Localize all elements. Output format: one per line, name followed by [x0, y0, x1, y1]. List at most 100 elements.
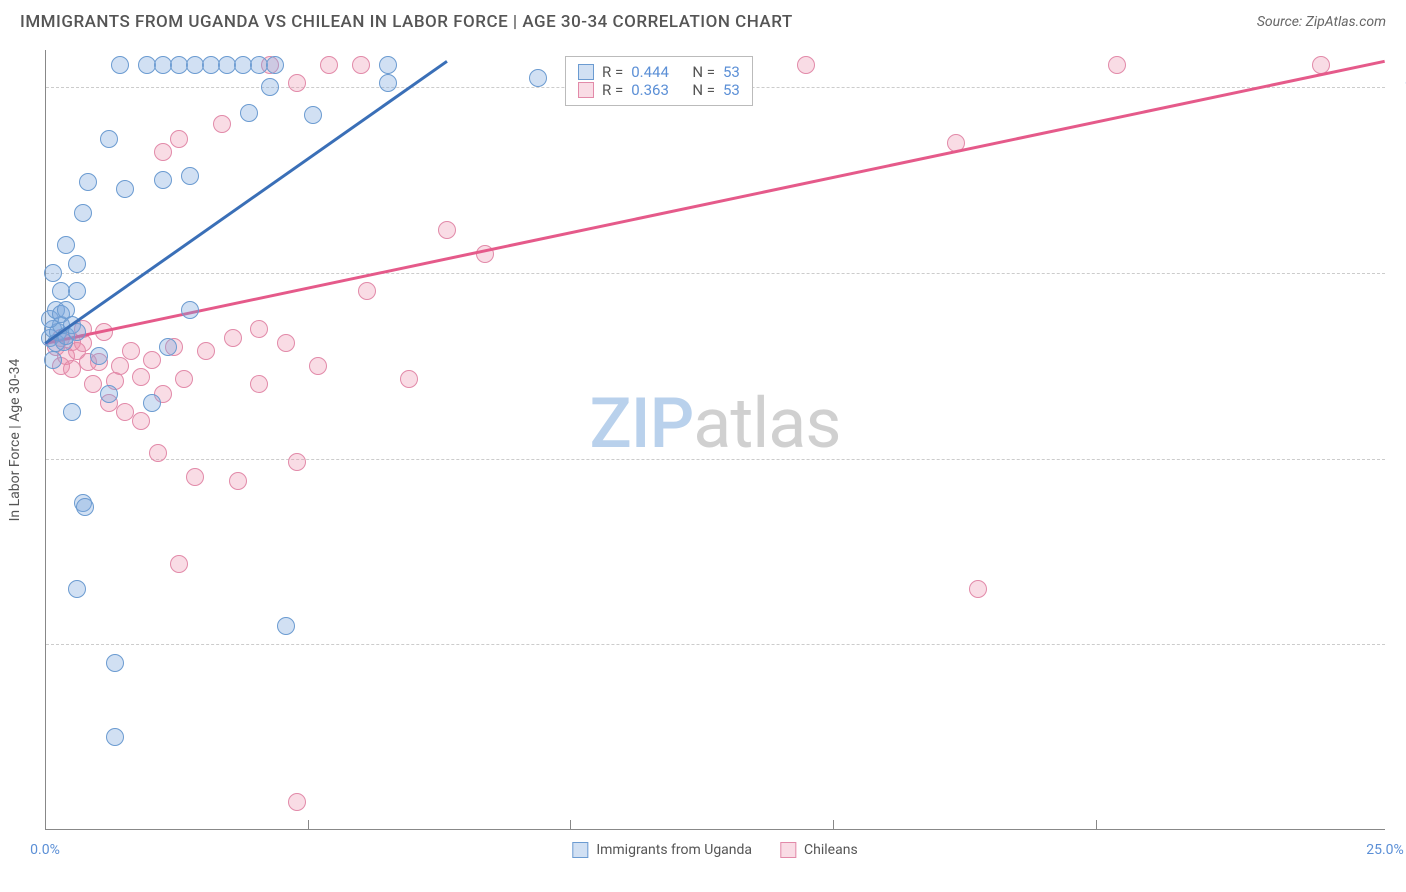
- legend-swatch: [572, 842, 588, 858]
- scatter-point: [213, 115, 231, 133]
- legend-swatch: [780, 842, 796, 858]
- stats-row: R = 0.444 N = 53: [578, 63, 740, 81]
- scatter-point: [320, 56, 338, 74]
- scatter-point: [266, 56, 284, 74]
- scatter-point: [224, 329, 242, 347]
- stat-r-value: 0.444: [631, 63, 669, 81]
- stat-r-label: R =: [602, 81, 623, 99]
- scatter-point: [57, 236, 75, 254]
- scatter-point: [132, 412, 150, 430]
- source-label: Source:: [1257, 14, 1306, 30]
- legend-label: Immigrants from Uganda: [596, 842, 752, 858]
- scatter-point: [186, 468, 204, 486]
- scatter-point: [79, 173, 97, 191]
- scatter-point: [68, 580, 86, 598]
- scatter-point: [122, 342, 140, 360]
- plot-container: In Labor Force | Age 30-34 ZIPatlas 70.0…: [45, 50, 1385, 830]
- x-minor-tick: [833, 820, 834, 830]
- scatter-point: [68, 282, 86, 300]
- scatter-point: [154, 171, 172, 189]
- scatter-point: [288, 793, 306, 811]
- scatter-point: [277, 617, 295, 635]
- scatter-point: [170, 555, 188, 573]
- stat-r-label: R =: [602, 63, 623, 81]
- scatter-point: [181, 167, 199, 185]
- scatter-point: [63, 403, 81, 421]
- scatter-point: [111, 56, 129, 74]
- scatter-point: [149, 444, 167, 462]
- scatter-point: [250, 375, 268, 393]
- scatter-point: [288, 74, 306, 92]
- scatter-point: [68, 255, 86, 273]
- scatter-point: [106, 728, 124, 746]
- stat-n-value: 53: [723, 81, 740, 99]
- stat-n-label: N =: [692, 81, 715, 99]
- scatter-point: [358, 282, 376, 300]
- y-axis-line: [45, 50, 46, 830]
- x-axis-line: [45, 829, 1385, 830]
- series-swatch: [578, 82, 594, 98]
- scatter-point: [181, 301, 199, 319]
- y-tick-label: 90.0%: [1395, 265, 1406, 281]
- scatter-point: [116, 180, 134, 198]
- watermark: ZIPatlas: [590, 383, 841, 465]
- scatter-point: [143, 394, 161, 412]
- scatter-point: [304, 106, 322, 124]
- scatter-point: [438, 221, 456, 239]
- x-minor-tick: [570, 820, 571, 830]
- y-tick-label: 80.0%: [1395, 451, 1406, 467]
- scatter-point: [76, 498, 94, 516]
- y-tick-label: 70.0%: [1395, 636, 1406, 652]
- stat-n-label: N =: [692, 63, 715, 81]
- y-axis-label: In Labor Force | Age 30-34: [7, 359, 23, 522]
- scatter-point: [352, 56, 370, 74]
- series-swatch: [578, 64, 594, 80]
- scatter-point: [44, 351, 62, 369]
- scatter-point: [261, 78, 279, 96]
- chart-title: IMMIGRANTS FROM UGANDA VS CHILEAN IN LAB…: [20, 12, 793, 32]
- scatter-point: [132, 368, 150, 386]
- x-minor-tick: [308, 820, 309, 830]
- scatter-point: [288, 453, 306, 471]
- legend-item: Immigrants from Uganda: [572, 842, 752, 858]
- scatter-point: [197, 342, 215, 360]
- legend-item: Chileans: [780, 842, 858, 858]
- scatter-point: [400, 370, 418, 388]
- scatter-point: [229, 472, 247, 490]
- scatter-point: [159, 338, 177, 356]
- scatter-point: [52, 282, 70, 300]
- x-tick-label: 25.0%: [1366, 842, 1404, 858]
- scatter-point: [529, 69, 547, 87]
- stats-box: R = 0.444 N = 53 R = 0.363 N = 53: [565, 56, 753, 106]
- scatter-point: [74, 204, 92, 222]
- scatter-point: [111, 357, 129, 375]
- legend: Immigrants from Uganda Chileans: [572, 842, 857, 858]
- scatter-point: [116, 403, 134, 421]
- grid-line-h: [46, 459, 1385, 460]
- scatter-point: [154, 143, 172, 161]
- legend-label: Chileans: [804, 842, 858, 858]
- watermark-part1: ZIP: [590, 383, 694, 465]
- scatter-point: [250, 320, 268, 338]
- scatter-point: [277, 334, 295, 352]
- y-tick-label: 100.0%: [1395, 79, 1406, 95]
- stats-row: R = 0.363 N = 53: [578, 81, 740, 99]
- scatter-point: [1108, 56, 1126, 74]
- x-tick-label: 0.0%: [30, 842, 60, 858]
- scatter-point: [106, 654, 124, 672]
- scatter-point: [309, 357, 327, 375]
- scatter-point: [379, 74, 397, 92]
- stat-n-value: 53: [723, 63, 740, 81]
- grid-line-h: [46, 273, 1385, 274]
- scatter-point: [170, 130, 188, 148]
- plot-area: In Labor Force | Age 30-34 ZIPatlas 70.0…: [45, 50, 1385, 830]
- scatter-point: [44, 264, 62, 282]
- scatter-point: [175, 370, 193, 388]
- source-attribution: Source: ZipAtlas.com: [1257, 14, 1386, 30]
- scatter-point: [379, 56, 397, 74]
- stat-r-value: 0.363: [631, 81, 669, 99]
- scatter-point: [797, 56, 815, 74]
- scatter-point: [100, 385, 118, 403]
- grid-line-h: [46, 644, 1385, 645]
- scatter-point: [100, 130, 118, 148]
